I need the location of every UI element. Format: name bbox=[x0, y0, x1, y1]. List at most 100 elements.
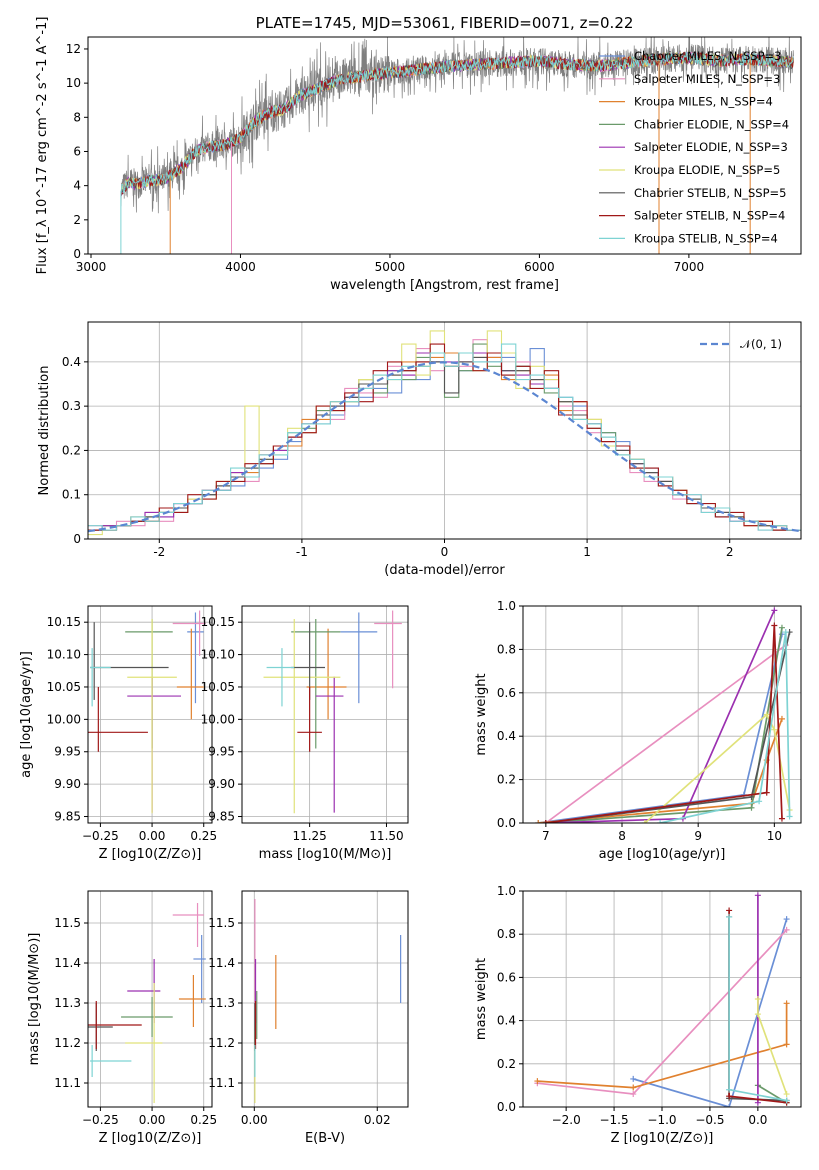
x-tick-label: 0 bbox=[441, 545, 449, 559]
weight-marker bbox=[771, 726, 778, 733]
x-axis-label: (data-model)/error bbox=[384, 563, 505, 578]
y-tick-label: 10.00 bbox=[201, 712, 235, 726]
x-tick-label: 9 bbox=[694, 829, 702, 843]
legend-label: Kroupa STELIB, N_SSP=4 bbox=[634, 231, 778, 245]
x-tick-label: 0.00 bbox=[139, 1113, 166, 1127]
weight-marker bbox=[748, 804, 755, 811]
y-tick-label: 6 bbox=[73, 144, 81, 158]
legend-label: Kroupa MILES, N_SSP=4 bbox=[634, 95, 773, 109]
axes-frame-2 bbox=[87, 321, 802, 540]
x-axis-label: mass [log10(M/M⊙)] bbox=[259, 847, 392, 862]
spectra-legend: Chabrier MILES, N_SSP=3 Salpeter MILES, N… bbox=[599, 49, 789, 245]
weight-marker bbox=[783, 926, 790, 933]
x-tick-label: 1 bbox=[583, 545, 591, 559]
weight-marker bbox=[726, 1093, 733, 1100]
y-tick-label: 9.90 bbox=[54, 777, 81, 791]
x-tick-label: −1.0 bbox=[647, 1113, 676, 1127]
errorbars-panel-7 bbox=[254, 899, 402, 1103]
axes-frame-3 bbox=[87, 605, 213, 824]
weight-marker bbox=[754, 1099, 761, 1106]
errorbars-panel-4 bbox=[263, 610, 402, 814]
weight-marker bbox=[630, 1091, 637, 1098]
spectra-lines bbox=[120, 37, 794, 254]
weight-marker bbox=[771, 607, 778, 614]
weight-lines-panel-8 bbox=[534, 892, 790, 1107]
weight-marker bbox=[657, 820, 664, 823]
y-tick-label: 0.2 bbox=[497, 1057, 516, 1071]
y-tick-label: 0.8 bbox=[497, 927, 516, 941]
normal-curve bbox=[88, 361, 801, 533]
x-tick-label: 4000 bbox=[225, 260, 256, 274]
weight-marker bbox=[726, 913, 733, 920]
errorbars-panel-6 bbox=[88, 903, 206, 1103]
weight-line bbox=[659, 631, 791, 823]
weight-line bbox=[545, 644, 787, 823]
y-tick-label: 9.95 bbox=[208, 745, 235, 759]
weight-marker bbox=[756, 798, 763, 805]
y-tick-label: 2 bbox=[73, 213, 81, 227]
weight-line bbox=[545, 627, 783, 823]
y-tick-label: 0 bbox=[73, 532, 81, 546]
histogram-step bbox=[88, 343, 801, 531]
weight-line bbox=[538, 718, 783, 823]
weight-marker bbox=[778, 715, 785, 722]
legend-label: Kroupa ELODIE, N_SSP=5 bbox=[634, 163, 780, 177]
chart-title: PLATE=1745, MJD=53061, FIBERID=0071, z=0… bbox=[256, 14, 634, 32]
y-tick-label: 11.5 bbox=[208, 916, 235, 930]
y-tick-label: 0.2 bbox=[62, 443, 81, 457]
y-tick-label: 10 bbox=[66, 76, 81, 90]
weight-marker bbox=[782, 629, 789, 636]
weight-marker bbox=[754, 892, 761, 899]
x-tick-label: 0.0 bbox=[748, 1113, 767, 1127]
weight-lines-panel-5 bbox=[535, 607, 793, 823]
axes-panel-4: 11.25 11.50 9.85 9.90 9.95 10.00 10.05 10.10 10.… bbox=[201, 606, 408, 862]
y-tick-label: 11.4 bbox=[54, 956, 81, 970]
y-tick-label: 10.15 bbox=[201, 615, 235, 629]
y-axis-label: Flux [f_λ 10^-17 erg cm^-2 s^-1 A^-1] bbox=[35, 17, 50, 275]
y-tick-label: 10.00 bbox=[47, 712, 81, 726]
legend-label: Chabrier STELIB, N_SSP=5 bbox=[634, 186, 786, 200]
weight-marker bbox=[535, 820, 542, 823]
y-tick-label: 0.3 bbox=[62, 399, 81, 413]
y-tick-label: 0.6 bbox=[497, 686, 516, 700]
y-tick-label: 10.05 bbox=[47, 680, 81, 694]
x-tick-label: 0.25 bbox=[190, 829, 217, 843]
weight-marker bbox=[534, 1078, 541, 1085]
y-tick-label: 11.5 bbox=[54, 916, 81, 930]
axes-frame-6 bbox=[87, 890, 213, 1108]
weight-marker bbox=[783, 916, 790, 923]
model-spectrum-line bbox=[120, 51, 794, 197]
y-axis-label: mass weight bbox=[474, 958, 489, 1040]
weight-marker bbox=[783, 1000, 790, 1007]
y-tick-label: 0.1 bbox=[62, 488, 81, 502]
axes-panel-7: 0.00 0.02 11.1 11.2 11.3 11.4 11.5 E(B-V) bbox=[208, 891, 408, 1146]
weight-line bbox=[632, 918, 788, 1107]
y-tick-label: 10.05 bbox=[201, 680, 235, 694]
model-spectrum-line bbox=[120, 51, 794, 197]
x-axis-label: wavelength [Angstrom, rest frame] bbox=[330, 278, 559, 293]
legend-label: 𝒩(0, 1) bbox=[740, 337, 782, 351]
x-tick-label: 6000 bbox=[524, 260, 555, 274]
y-tick-label: 11.3 bbox=[208, 996, 235, 1010]
weight-marker bbox=[783, 1041, 790, 1048]
legend-label: Salpeter MILES, N_SSP=3 bbox=[634, 72, 780, 86]
y-tick-label: 1.0 bbox=[497, 884, 516, 898]
axes-frame-8 bbox=[522, 890, 802, 1108]
y-axis-label: mass weight bbox=[474, 673, 489, 755]
y-tick-label: 10.15 bbox=[47, 615, 81, 629]
weight-marker bbox=[783, 1097, 790, 1104]
x-tick-label: 8 bbox=[618, 829, 626, 843]
y-tick-label: 11.4 bbox=[208, 956, 235, 970]
y-axis-label: Normed distribution bbox=[37, 366, 52, 496]
y-tick-label: 0.0 bbox=[497, 1100, 516, 1114]
x-axis-label: age [log10(age/yr)] bbox=[599, 847, 726, 862]
y-tick-label: 0 bbox=[73, 247, 81, 261]
x-tick-label: 10 bbox=[767, 829, 782, 843]
y-tick-label: 11.2 bbox=[208, 1036, 235, 1050]
x-tick-label: 7 bbox=[542, 829, 550, 843]
legend-label: Salpeter ELODIE, N_SSP=3 bbox=[634, 140, 788, 154]
x-tick-label: −1.5 bbox=[599, 1113, 628, 1127]
x-tick-label: 11.50 bbox=[369, 829, 403, 843]
x-tick-label: 0.25 bbox=[190, 1113, 217, 1127]
y-tick-label: 11.1 bbox=[208, 1076, 235, 1090]
